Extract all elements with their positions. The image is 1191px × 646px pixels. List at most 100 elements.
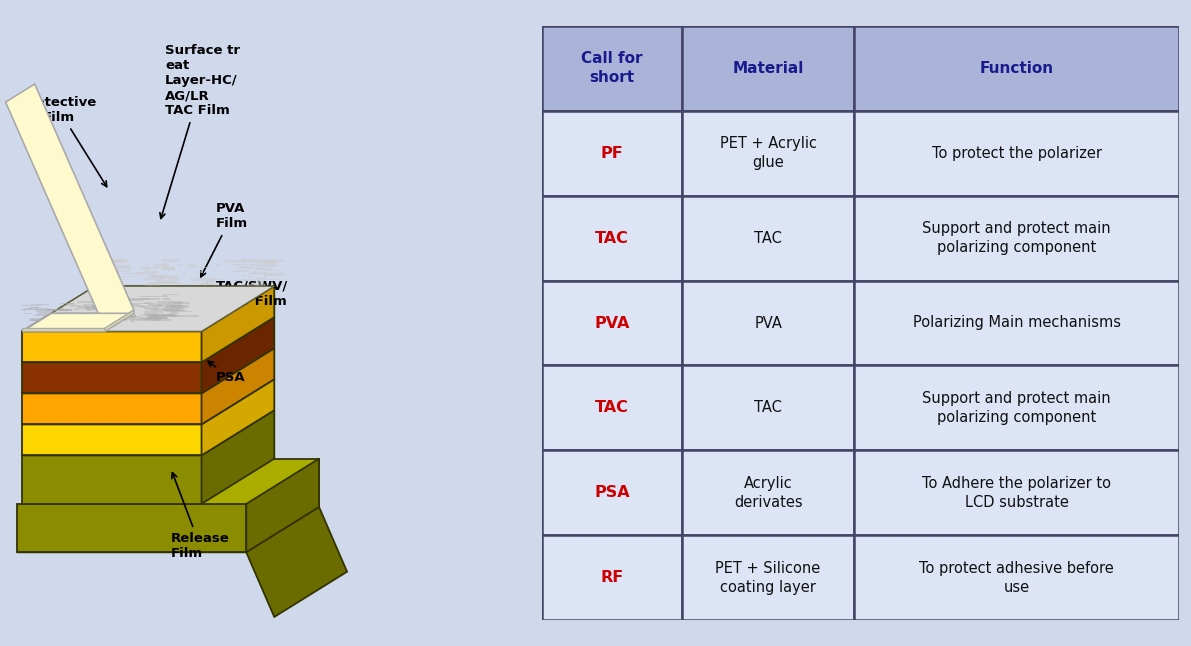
Polygon shape — [76, 301, 105, 302]
Polygon shape — [205, 281, 211, 282]
Polygon shape — [130, 319, 135, 322]
Polygon shape — [85, 307, 102, 309]
Polygon shape — [117, 315, 132, 317]
Polygon shape — [106, 269, 116, 272]
Polygon shape — [238, 266, 254, 269]
Polygon shape — [142, 267, 160, 269]
Text: TAC: TAC — [754, 401, 782, 415]
Polygon shape — [161, 314, 176, 316]
Polygon shape — [77, 315, 86, 317]
Polygon shape — [29, 308, 32, 311]
Polygon shape — [129, 300, 144, 301]
Polygon shape — [139, 305, 144, 306]
Polygon shape — [113, 304, 139, 306]
Polygon shape — [123, 279, 124, 282]
Polygon shape — [114, 315, 136, 317]
Polygon shape — [148, 275, 163, 278]
Polygon shape — [89, 459, 319, 507]
Polygon shape — [145, 320, 149, 321]
Polygon shape — [92, 308, 101, 310]
Polygon shape — [31, 304, 49, 305]
Polygon shape — [23, 328, 105, 331]
Polygon shape — [113, 316, 143, 318]
Text: To protect the polarizer: To protect the polarizer — [931, 146, 1102, 161]
Polygon shape — [210, 280, 214, 284]
Polygon shape — [23, 393, 201, 424]
Polygon shape — [79, 317, 106, 318]
Polygon shape — [108, 301, 127, 302]
Polygon shape — [170, 305, 191, 306]
Polygon shape — [156, 280, 177, 283]
Polygon shape — [100, 269, 121, 271]
Polygon shape — [239, 279, 260, 282]
Polygon shape — [201, 348, 274, 424]
FancyBboxPatch shape — [542, 110, 682, 196]
Polygon shape — [124, 310, 132, 311]
Polygon shape — [199, 271, 202, 273]
Polygon shape — [205, 258, 208, 260]
Text: TAC/SWV/
EWV Film: TAC/SWV/ EWV Film — [205, 280, 288, 324]
Polygon shape — [105, 270, 117, 273]
Polygon shape — [164, 267, 175, 269]
Polygon shape — [129, 299, 139, 300]
Polygon shape — [248, 276, 251, 278]
Polygon shape — [139, 298, 160, 300]
Text: To protect adhesive before
use: To protect adhesive before use — [919, 561, 1114, 594]
Polygon shape — [88, 312, 98, 313]
Polygon shape — [92, 316, 112, 317]
Polygon shape — [69, 315, 93, 316]
Polygon shape — [201, 410, 274, 504]
Polygon shape — [32, 326, 36, 327]
Polygon shape — [96, 279, 108, 282]
Polygon shape — [170, 311, 179, 313]
Polygon shape — [125, 306, 149, 307]
Polygon shape — [262, 262, 276, 266]
Polygon shape — [67, 317, 95, 318]
Polygon shape — [48, 317, 63, 318]
FancyBboxPatch shape — [682, 110, 854, 196]
Polygon shape — [243, 275, 245, 277]
Polygon shape — [249, 272, 266, 275]
Polygon shape — [92, 305, 107, 307]
Polygon shape — [263, 260, 276, 263]
Polygon shape — [123, 318, 152, 320]
Polygon shape — [154, 264, 168, 267]
Polygon shape — [123, 317, 135, 318]
FancyBboxPatch shape — [854, 536, 1179, 620]
Polygon shape — [168, 302, 173, 303]
Polygon shape — [142, 267, 149, 269]
Polygon shape — [79, 313, 92, 315]
Text: Support and protect main
polarizing component: Support and protect main polarizing comp… — [922, 222, 1111, 255]
Polygon shape — [56, 312, 64, 314]
Polygon shape — [172, 261, 174, 263]
Polygon shape — [150, 282, 166, 284]
Polygon shape — [247, 507, 347, 617]
Polygon shape — [137, 318, 161, 321]
Polygon shape — [63, 313, 85, 315]
Polygon shape — [75, 320, 101, 322]
FancyBboxPatch shape — [854, 366, 1179, 450]
Polygon shape — [94, 307, 101, 308]
Polygon shape — [151, 315, 173, 317]
Polygon shape — [80, 323, 92, 326]
Polygon shape — [35, 309, 49, 310]
Polygon shape — [113, 260, 125, 263]
Polygon shape — [23, 455, 201, 504]
Polygon shape — [37, 310, 54, 312]
Polygon shape — [161, 267, 175, 270]
Polygon shape — [120, 314, 137, 317]
Polygon shape — [71, 309, 79, 310]
FancyBboxPatch shape — [854, 450, 1179, 536]
Polygon shape — [160, 275, 177, 278]
Polygon shape — [56, 313, 64, 315]
Polygon shape — [23, 331, 201, 362]
Polygon shape — [166, 306, 168, 308]
Text: Function: Function — [979, 61, 1054, 76]
Polygon shape — [144, 311, 163, 313]
Polygon shape — [23, 362, 201, 393]
Polygon shape — [155, 307, 182, 309]
Polygon shape — [25, 307, 31, 309]
Polygon shape — [114, 313, 127, 315]
Polygon shape — [117, 265, 130, 268]
Polygon shape — [101, 308, 124, 310]
